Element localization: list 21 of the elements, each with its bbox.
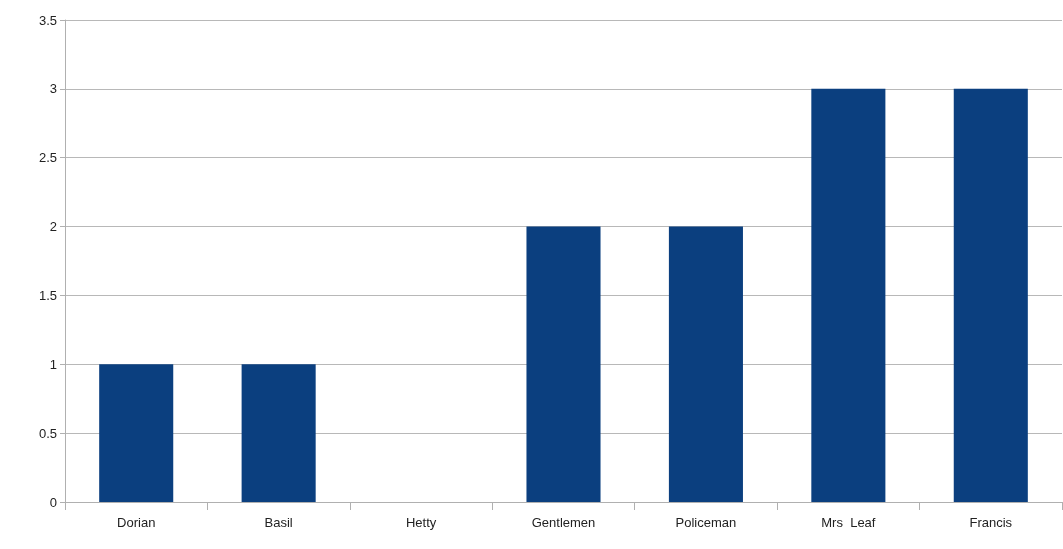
bar (668, 226, 743, 502)
y-tick-label: 3 (49, 81, 57, 97)
x-tick-label: Policeman (675, 515, 737, 530)
y-tick-label: 1.5 (38, 287, 57, 303)
y-tick-label: 0.5 (38, 425, 57, 441)
bar (811, 88, 886, 502)
x-tick-label: Basil (264, 515, 293, 530)
x-tick-label: Gentlemen (531, 515, 596, 530)
x-tick-label: Mrs Leaf (821, 515, 876, 530)
x-tick-label: Francis (969, 515, 1013, 530)
y-tick-label: 2 (49, 219, 57, 235)
y-tick-label: 0 (49, 494, 57, 510)
x-tick-label: Hetty (405, 515, 437, 530)
bar (241, 364, 316, 502)
y-tick-label: 2.5 (38, 150, 57, 166)
y-tick-label: 1 (49, 356, 57, 372)
bar (99, 364, 174, 502)
bar (526, 226, 601, 502)
y-tick-label: 3.5 (38, 12, 57, 28)
x-tick-label: Dorian (117, 515, 156, 530)
bar (953, 88, 1028, 502)
